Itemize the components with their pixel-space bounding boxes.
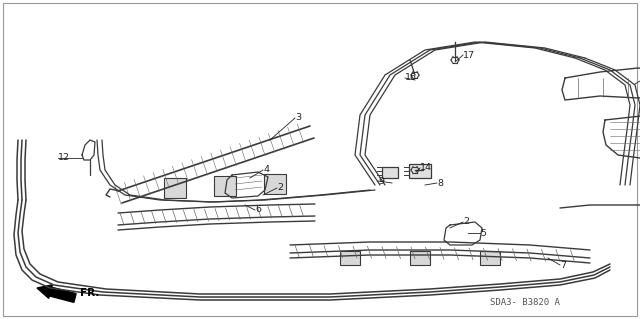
Text: SDA3- B3820 A: SDA3- B3820 A [490, 298, 560, 307]
Bar [409, 164, 431, 178]
Text: 16: 16 [405, 73, 417, 83]
Text: 2: 2 [277, 183, 283, 192]
Text: 17: 17 [463, 50, 475, 60]
Text: 2: 2 [463, 218, 469, 226]
Text: 4: 4 [263, 166, 269, 174]
Text: 8: 8 [437, 179, 443, 188]
Text: 7: 7 [560, 261, 566, 270]
Bar [264, 174, 286, 194]
FancyArrow shape [37, 285, 76, 302]
Text: 5: 5 [480, 228, 486, 238]
Bar [410, 251, 430, 265]
Bar [480, 251, 500, 265]
Text: FR.: FR. [80, 288, 99, 298]
Text: 12: 12 [58, 153, 70, 162]
Bar [382, 167, 398, 178]
Bar [164, 178, 186, 198]
Text: 14: 14 [420, 164, 432, 173]
Bar [214, 176, 236, 196]
Bar [340, 251, 360, 265]
Text: 9: 9 [378, 176, 384, 186]
Text: 3: 3 [295, 114, 301, 122]
Text: 6: 6 [255, 205, 261, 214]
